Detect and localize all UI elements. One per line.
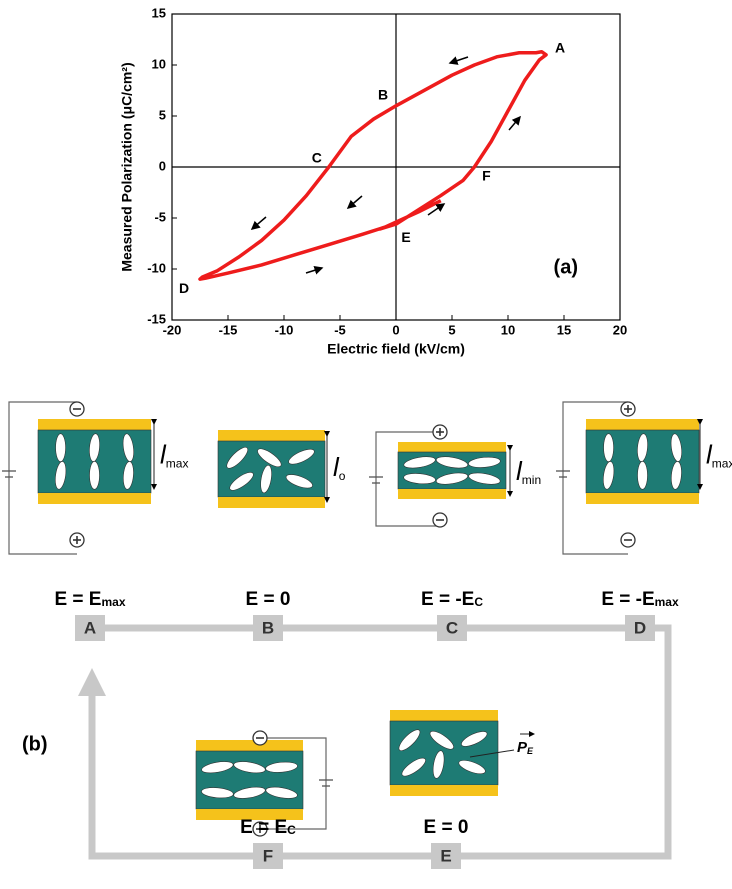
figure: -20-15-10-505101520-15-10-5051015Electri… <box>0 0 732 884</box>
point-label: E <box>401 229 410 245</box>
point-label: D <box>179 280 189 296</box>
panel-label: (b) <box>22 733 48 755</box>
condition-text: E = 0 <box>246 589 291 610</box>
state-condition: E = 0 <box>424 817 469 838</box>
x-tick-label: -5 <box>334 322 346 337</box>
loop-line <box>200 52 546 279</box>
y-tick-label: 0 <box>159 158 166 173</box>
electrode <box>218 497 325 508</box>
vector-subscript: E <box>527 746 534 756</box>
length-subscript: min <box>522 473 541 487</box>
electrode <box>38 419 151 430</box>
x-tick-label: 5 <box>448 322 455 337</box>
condition-subscript: max <box>655 595 679 609</box>
x-tick-label: 10 <box>501 322 515 337</box>
point-label: C <box>312 150 322 166</box>
y-tick-label: 15 <box>152 5 166 20</box>
electrode <box>390 785 498 796</box>
arrow <box>450 57 468 63</box>
dipole <box>90 461 100 489</box>
electrode <box>586 419 699 430</box>
condition-text: E = E <box>54 589 101 610</box>
x-axis-label: Electric field (kV/cm) <box>327 341 465 357</box>
condition-subscript: C <box>287 823 296 837</box>
dipole <box>56 434 66 462</box>
state-condition: E = -Emax <box>601 589 679 610</box>
y-axis-label: Measured Polarization (μC/cm²) <box>119 62 135 271</box>
state-letter: E <box>440 846 451 865</box>
electrode <box>196 740 303 751</box>
state-condition: E = 0 <box>246 589 291 610</box>
y-tick-label: -5 <box>154 209 166 224</box>
y-tick-label: 10 <box>152 56 166 71</box>
electrode <box>586 493 699 504</box>
length-subscript: max <box>712 457 732 471</box>
state-letter: C <box>446 618 458 637</box>
point-label: B <box>378 87 388 103</box>
state-condition: E = EC <box>240 817 296 838</box>
x-tick-label: -10 <box>275 322 294 337</box>
state-letter: A <box>84 618 96 637</box>
length-subscript: o <box>339 469 346 483</box>
state-letter: D <box>634 618 646 637</box>
state-letter: F <box>263 846 273 865</box>
state-letter: B <box>262 618 274 637</box>
electrode <box>398 442 506 452</box>
condition-text: E = -E <box>421 589 474 610</box>
arrow <box>509 117 520 130</box>
panel-label: (a) <box>554 256 578 278</box>
electrode <box>38 493 151 504</box>
y-tick-label: 5 <box>159 107 166 122</box>
condition-text: E = E <box>240 817 287 838</box>
length-label: lmax <box>706 439 732 470</box>
y-tick-label: -10 <box>147 260 166 275</box>
electrode <box>218 430 325 441</box>
arrow <box>252 217 266 229</box>
cycle-path <box>92 628 668 856</box>
condition-text: E = -E <box>601 589 654 610</box>
electrode <box>390 710 498 721</box>
electrode <box>398 489 506 499</box>
dipole <box>604 434 614 462</box>
x-tick-label: -15 <box>219 322 238 337</box>
point-label: F <box>482 168 491 184</box>
length-label: lo <box>333 452 346 483</box>
length-label: lmax <box>160 439 188 470</box>
x-tick-label: 15 <box>557 322 571 337</box>
length-label: lmin <box>516 456 541 487</box>
condition-subscript: C <box>474 595 483 609</box>
point-label: A <box>555 40 565 56</box>
x-tick-label: 20 <box>613 322 627 337</box>
y-tick-label: -15 <box>147 311 166 326</box>
vector-label: PE <box>517 739 534 756</box>
state-condition: E = Emax <box>54 589 125 610</box>
length-subscript: max <box>166 457 189 471</box>
arrow <box>306 268 322 273</box>
condition-text: E = 0 <box>424 817 469 838</box>
dipole <box>638 461 648 489</box>
dielectric <box>196 751 303 809</box>
arrow <box>348 196 362 208</box>
x-tick-label: 0 <box>392 322 399 337</box>
cycle-line <box>92 628 668 856</box>
condition-subscript: max <box>101 595 125 609</box>
state-condition: E = -EC <box>421 589 483 610</box>
